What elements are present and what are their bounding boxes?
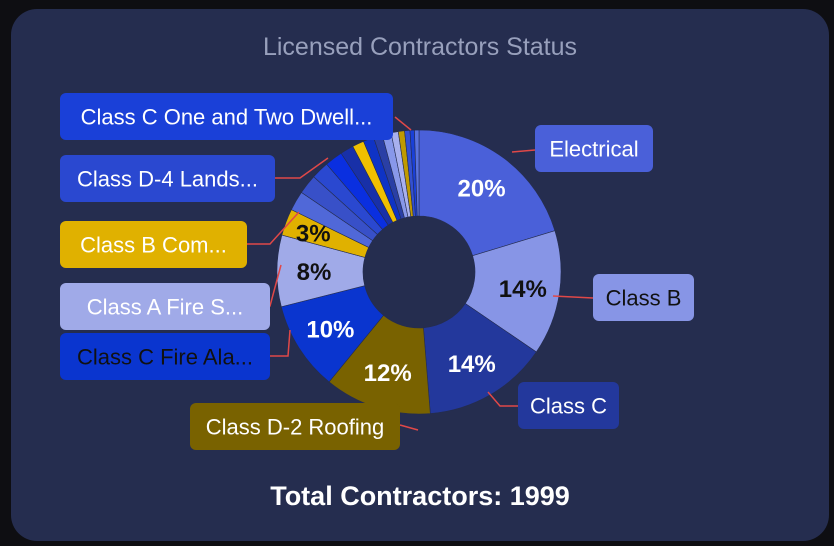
chart-title: Licensed Contractors Status xyxy=(262,33,578,61)
label-text-class-a-fire-s: Class A Fire S... xyxy=(87,295,244,320)
label-box-electrical xyxy=(535,125,653,172)
label-text-class-c: Class C xyxy=(530,394,607,419)
leader-line-electrical xyxy=(511,149,536,153)
total-contractors-label: Total Contractors: 1999 xyxy=(270,481,570,511)
label-box-class-a-fire-s xyxy=(60,283,270,330)
label-box-class-b xyxy=(593,274,694,321)
label-box-class-d-2-roofing xyxy=(190,403,400,450)
label-box-class-d-4-lands xyxy=(60,155,275,202)
slice-value-class-c-fire-ala: 10% xyxy=(306,316,354,343)
slice-value-class-d-2-roofing: 12% xyxy=(364,360,412,387)
slice-value-electrical: 20% xyxy=(458,176,506,203)
label-text-class-d-4-lands: Class D-4 Lands... xyxy=(77,167,258,192)
slice-electrical[interactable] xyxy=(418,129,556,257)
slice-value-class-b: 14% xyxy=(499,276,547,303)
label-text-class-d-2-roofing: Class D-2 Roofing xyxy=(206,415,385,440)
slice-value-class-c: 14% xyxy=(448,351,496,378)
label-text-class-c-fire-ala: Class C Fire Ala... xyxy=(77,345,253,370)
label-box-class-c-fire-ala xyxy=(60,333,270,380)
label-box-class-c-one-and-two-dwell xyxy=(60,93,393,140)
leader-line-class-d-2-roofing xyxy=(399,424,419,431)
leader-line-class-c-one-and-two-dwell xyxy=(394,116,412,131)
label-box-class-c xyxy=(518,382,619,429)
leader-line-class-b xyxy=(552,295,594,299)
slice-minor-20[interactable] xyxy=(414,129,420,217)
label-text-class-b: Class B xyxy=(606,286,682,311)
label-text-electrical: Electrical xyxy=(549,137,638,162)
leader-line-class-c-fire-ala xyxy=(270,329,291,357)
leader-line-class-c xyxy=(487,391,518,407)
label-text-class-b-com: Class B Com... xyxy=(80,233,227,258)
label-box-class-b-com xyxy=(60,221,247,268)
slice-value-class-a-fire-s: 8% xyxy=(297,259,332,286)
label-text-class-c-one-and-two-dwell: Class C One and Two Dwell... xyxy=(81,105,373,130)
leader-line-class-d-4-lands xyxy=(275,157,329,179)
leader-line-class-b-com xyxy=(247,211,300,245)
